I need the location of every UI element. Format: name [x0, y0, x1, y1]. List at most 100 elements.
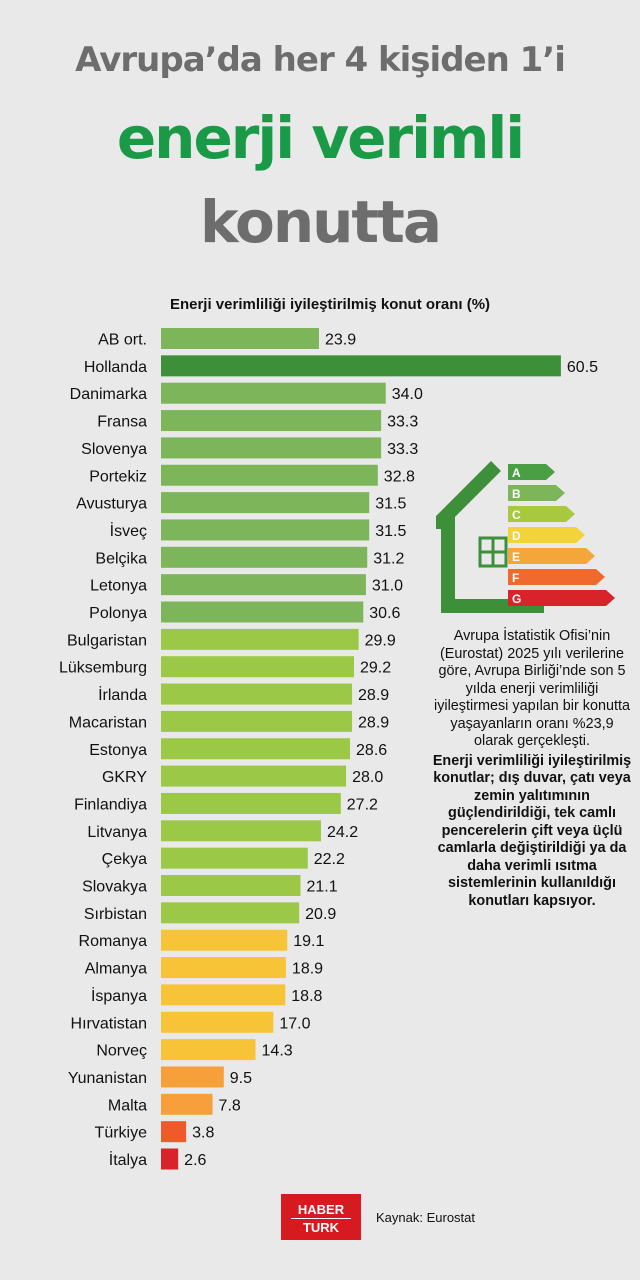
value-label: 28.9 — [358, 714, 389, 731]
value-label: 60.5 — [567, 359, 598, 376]
category-label: Belçika — [95, 550, 147, 567]
bar — [161, 1011, 274, 1033]
energy-grade-arrow — [508, 548, 595, 564]
value-label: 29.2 — [360, 660, 391, 677]
title-line-1: Avrupa’da her 4 kişiden 1’i — [75, 40, 566, 80]
value-label: 33.3 — [387, 441, 418, 458]
value-label: 14.3 — [262, 1043, 293, 1060]
logo-bottom-text: TURK — [302, 1220, 340, 1235]
category-label: Türkiye — [95, 1125, 148, 1142]
category-label: Almanya — [85, 961, 147, 978]
value-label: 23.9 — [325, 332, 356, 349]
haberturk-logo: HABER TURK — [281, 1194, 361, 1240]
bar — [161, 628, 359, 650]
category-label: İsveç — [110, 521, 147, 540]
category-label: Slovakya — [82, 879, 147, 896]
bar — [161, 738, 351, 760]
bar — [161, 546, 368, 568]
bar — [161, 410, 382, 432]
bar — [161, 765, 347, 787]
value-label: 18.9 — [292, 961, 323, 978]
category-label: Litvanya — [87, 824, 147, 841]
value-label: 3.8 — [192, 1125, 214, 1142]
bar — [161, 710, 353, 732]
value-label: 32.8 — [384, 468, 415, 485]
logo-top-text: HABER — [297, 1202, 345, 1217]
description-text: Avrupa İstatistik Ofisi’nin (Eurostat) 2… — [434, 628, 630, 749]
bar — [161, 437, 382, 459]
bar — [161, 792, 341, 814]
category-label: Danimarka — [70, 386, 147, 403]
category-label: Malta — [108, 1097, 147, 1114]
energy-grade-arrow — [508, 485, 565, 501]
category-label: İspanya — [91, 986, 147, 1005]
bar — [161, 847, 308, 869]
value-label: 28.9 — [358, 687, 389, 704]
category-label: Finlandiya — [74, 796, 147, 813]
energy-grade-letter: C — [512, 508, 521, 522]
energy-grade-letter: F — [512, 571, 519, 585]
bar — [161, 957, 286, 979]
energy-grade-arrow — [508, 590, 615, 606]
value-label: 28.6 — [356, 742, 387, 759]
category-label: Fransa — [97, 414, 147, 431]
value-label: 7.8 — [219, 1097, 241, 1114]
bar — [161, 820, 321, 842]
bar — [161, 574, 366, 596]
bar — [161, 382, 386, 404]
category-label: Yunanistan — [68, 1070, 147, 1087]
category-label: Avusturya — [76, 496, 147, 513]
category-label: Portekiz — [89, 468, 147, 485]
bar — [161, 328, 319, 349]
title-line-3: konutta — [199, 188, 442, 256]
category-label: İtalya — [109, 1150, 147, 1169]
value-label: 34.0 — [392, 386, 423, 403]
category-label: Slovenya — [81, 441, 147, 458]
bar — [161, 1121, 187, 1143]
value-label: 17.0 — [279, 1015, 310, 1032]
bar — [161, 984, 286, 1006]
category-label: Romanya — [79, 933, 148, 950]
category-label: Çekya — [102, 851, 147, 868]
bar — [161, 464, 378, 486]
bar-chart: AB ort. 23.9 Hollanda 60.5 Danimarka 34.0 Fran… — [59, 328, 598, 1170]
value-label: 19.1 — [293, 933, 324, 950]
value-label: 28.0 — [352, 769, 383, 786]
category-label: Norveç — [96, 1043, 147, 1060]
bar — [161, 601, 364, 623]
bar — [161, 929, 288, 951]
bar — [161, 902, 300, 924]
energy-grade-arrow — [508, 527, 585, 543]
energy-grade-letter: D — [512, 529, 521, 543]
energy-grade-letter: B — [512, 487, 521, 501]
category-label: GKRY — [102, 769, 147, 786]
bar — [161, 519, 370, 541]
category-label: Sırbistan — [84, 906, 147, 923]
category-label: Hırvatistan — [71, 1015, 147, 1032]
energy-grade-letter: E — [512, 550, 520, 564]
value-label: 33.3 — [387, 414, 418, 431]
value-label: 21.1 — [306, 879, 337, 896]
category-label: Lüksemburg — [59, 660, 147, 677]
energy-grade-arrow — [508, 569, 605, 585]
value-label: 9.5 — [230, 1070, 252, 1087]
chart-title: Enerji verimliliği iyileştirilmiş konut … — [169, 296, 491, 313]
energy-grade-letter: A — [512, 466, 521, 480]
category-label: Hollanda — [84, 359, 147, 376]
energy-grade-letter: G — [512, 592, 521, 606]
bar — [161, 683, 353, 705]
category-label: Letonya — [90, 578, 147, 595]
category-label: AB ort. — [98, 332, 147, 349]
value-label: 27.2 — [347, 796, 378, 813]
value-label: 20.9 — [305, 906, 336, 923]
source-text: Kaynak: Eurostat — [376, 1210, 475, 1225]
bar — [161, 1039, 256, 1061]
value-label: 30.6 — [369, 605, 400, 622]
title-line-2: enerji verimli — [116, 104, 525, 172]
category-label: Bulgaristan — [67, 632, 147, 649]
bar — [161, 1093, 213, 1115]
value-label: 18.8 — [291, 988, 322, 1005]
value-label: 2.6 — [184, 1152, 206, 1169]
value-label: 31.5 — [375, 523, 406, 540]
